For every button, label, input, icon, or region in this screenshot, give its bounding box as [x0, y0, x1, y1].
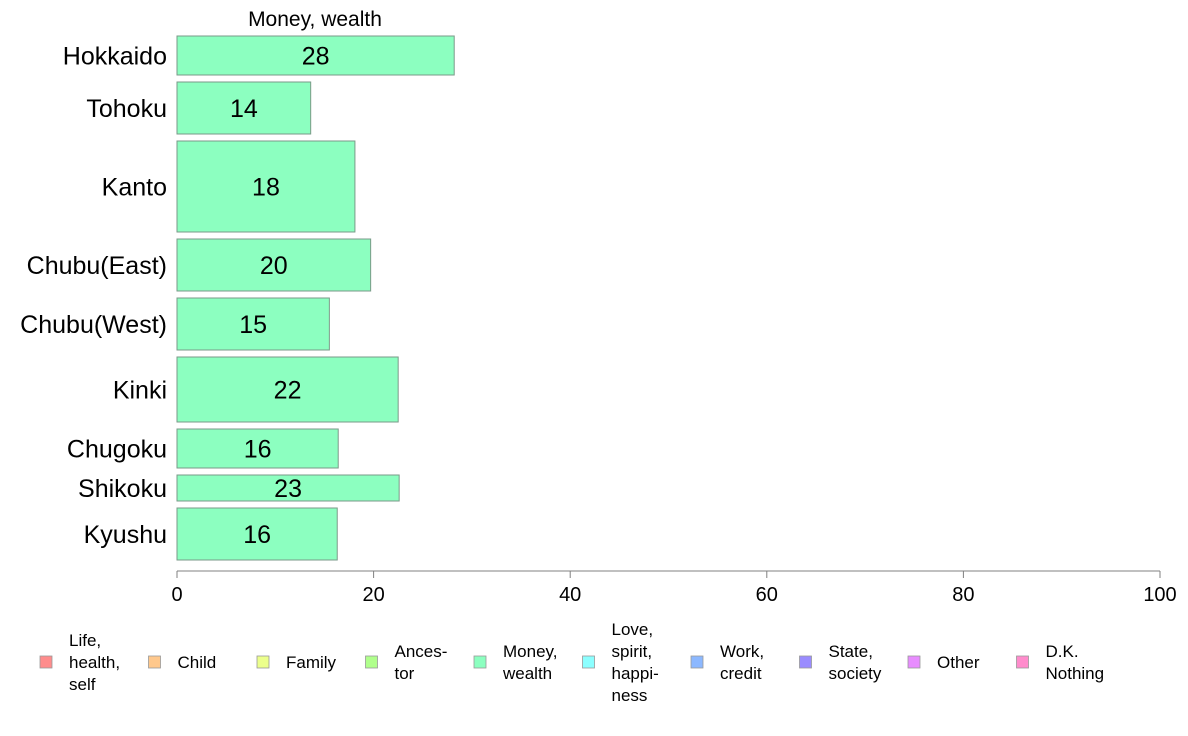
category-label: Tohoku: [86, 95, 167, 123]
bar-tohoku: [176, 81, 312, 135]
bar-value-label: 22: [274, 377, 302, 405]
bar-value-label: 18: [252, 174, 280, 202]
bar-value-label: 16: [243, 521, 271, 549]
category-label: Kyushu: [84, 521, 167, 549]
bar-kinki: [176, 356, 399, 423]
legend-entry-label: Other: [937, 653, 980, 672]
legend-swatch: [365, 655, 378, 669]
category-label: Shikoku: [78, 475, 167, 503]
legend-swatch: [799, 655, 812, 669]
legend-swatch: [473, 655, 487, 669]
bar-chubu-east-: [176, 238, 372, 292]
x-tick-label: 40: [559, 584, 581, 606]
bar-value-label: 23: [274, 475, 302, 503]
legend-entry-label: Family: [286, 653, 337, 672]
bars-group: 28 Hokkaido 14 Tohoku 18 Kanto 20 Chubu(East) 15…: [20, 35, 455, 561]
legend-swatch: [582, 655, 595, 669]
bar-value-label: 16: [244, 436, 272, 464]
bar-shikoku: [176, 474, 400, 502]
legend-entry-label: Love, spirit, happi-ness: [612, 620, 659, 705]
legend-swatch: [148, 655, 161, 669]
legend-entry-label: State, society: [829, 642, 882, 683]
x-tick-label: 80: [952, 584, 974, 606]
bar-chubu-west-: [176, 297, 330, 351]
bar-value-label: 14: [230, 95, 258, 123]
legend: Life, health, self Child Family Ances-tor Mone…: [39, 620, 1105, 705]
category-label: Chubu(West): [20, 311, 167, 339]
bar-value-label: 28: [302, 43, 330, 71]
category-label: Kanto: [102, 174, 167, 202]
x-tick-label: 60: [756, 584, 778, 606]
legend-entry-label: Child: [178, 653, 217, 672]
legend-entry-label: Life, health, self: [69, 631, 120, 694]
x-tick-label: 100: [1143, 584, 1176, 606]
bar-chugoku: [176, 428, 339, 469]
legend-swatch: [690, 655, 704, 669]
bar-kanto: [176, 140, 356, 233]
legend-entry-label: Work, credit: [720, 642, 764, 683]
bar-kyushu: [176, 507, 338, 561]
legend-swatch: [1016, 655, 1029, 669]
x-tick-label: 0: [171, 584, 182, 606]
legend-entry-label: D.K. Nothing: [1046, 642, 1105, 683]
legend-entry-label: Ances-tor: [395, 642, 448, 683]
chart-title: Money, wealth: [248, 8, 382, 31]
legend-swatch: [39, 655, 53, 669]
category-label: Chubu(East): [27, 252, 167, 280]
x-axis: 0 20 40 60 80 100: [171, 570, 1177, 606]
legend-swatch: [907, 655, 921, 669]
category-label: Kinki: [113, 377, 167, 405]
legend-entry-label: Money, wealth: [502, 642, 558, 683]
category-label: Chugoku: [67, 436, 167, 464]
bar-value-label: 15: [239, 311, 267, 339]
category-label: Hokkaido: [63, 43, 167, 71]
legend-swatch: [256, 655, 270, 669]
bar-hokkaido: [176, 35, 455, 76]
bar-value-label: 20: [260, 252, 288, 280]
x-tick-label: 20: [362, 584, 384, 606]
